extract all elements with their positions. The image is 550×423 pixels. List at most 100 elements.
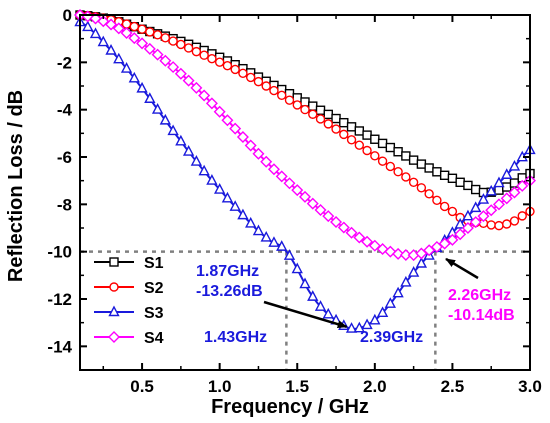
series-point	[463, 180, 473, 191]
y-tick-label: -14	[47, 337, 72, 356]
series-point	[300, 97, 310, 107]
legend-label: S3	[144, 305, 164, 322]
series-point	[393, 147, 403, 157]
series-point	[308, 109, 318, 119]
series-point	[501, 168, 513, 179]
series-point	[151, 103, 164, 114]
series-point	[213, 105, 226, 118]
series-point	[345, 322, 358, 333]
series-point	[245, 216, 257, 228]
series-point	[337, 221, 350, 234]
legend-swatch-marker	[108, 305, 120, 317]
series-point	[182, 74, 195, 87]
series-point	[362, 130, 372, 140]
series-point	[168, 36, 178, 46]
x-tick-label: 0.5	[130, 377, 154, 396]
series-point	[252, 224, 265, 236]
series-point	[300, 104, 310, 115]
legend-swatch-marker	[108, 331, 120, 343]
series-point	[377, 138, 388, 149]
series-point	[97, 15, 110, 28]
series-point	[353, 231, 366, 244]
series-point	[323, 119, 333, 129]
series-point	[346, 122, 357, 132]
series-point	[447, 206, 458, 217]
series-point	[308, 101, 318, 111]
series-point	[322, 210, 335, 223]
series-point	[314, 204, 327, 217]
series-point	[159, 54, 172, 67]
series-point	[339, 117, 349, 128]
series-point	[291, 262, 303, 274]
series-point	[237, 208, 249, 220]
series-point	[128, 71, 140, 83]
series-point	[415, 247, 428, 260]
series-point	[322, 307, 334, 319]
series-point	[238, 68, 248, 79]
series-point	[486, 220, 496, 230]
series-point	[509, 216, 520, 226]
series-point	[415, 257, 428, 268]
series-point	[199, 50, 209, 60]
y-tick-label: -8	[57, 195, 72, 214]
series-point	[174, 67, 187, 80]
series-point	[213, 183, 226, 194]
annotation-freq-1-43: 1.43GHz	[204, 329, 267, 346]
series-point	[120, 27, 133, 40]
series-point	[439, 201, 450, 212]
series-point	[175, 134, 187, 146]
series-point	[438, 237, 451, 250]
series-point	[136, 81, 148, 93]
series-point	[439, 170, 450, 181]
series-point	[292, 100, 302, 110]
series-point	[120, 62, 133, 73]
series-point	[408, 155, 419, 165]
legend-label: S1	[144, 255, 164, 272]
series-point	[424, 189, 434, 199]
legend-item-s2: S2	[94, 280, 164, 297]
series-point	[105, 18, 118, 31]
series-point	[159, 113, 172, 125]
series-point	[502, 219, 512, 229]
series-point	[129, 21, 140, 32]
series-point	[269, 85, 279, 96]
y-tick-label: -10	[47, 243, 72, 262]
x-axis-title: Frequency / GHz	[211, 396, 369, 418]
series-point	[252, 147, 265, 160]
series-point	[244, 139, 257, 152]
series-point	[315, 114, 326, 124]
annotation-arrow-s3	[263, 300, 348, 329]
series-point	[221, 191, 234, 203]
axes-layer: 0.5 1.0 1.5 2.0 2.5 3.0 0 -2 -4 -6 -8 -10 -12 -14	[47, 6, 541, 396]
series-point	[143, 42, 156, 55]
series-point	[430, 240, 443, 253]
series-point	[128, 32, 141, 45]
series-point	[508, 159, 521, 171]
series-point	[384, 297, 397, 308]
series-point	[144, 92, 156, 103]
series-point	[112, 22, 125, 35]
series-point	[121, 19, 132, 29]
series-point	[424, 163, 434, 173]
series-point	[283, 177, 296, 190]
series-point	[198, 164, 210, 176]
series-point	[191, 46, 202, 57]
y-axis-title: Reflection Loss / dB	[5, 90, 27, 282]
x-tick-label: 2.5	[441, 377, 465, 396]
y-tick-label: 0	[63, 6, 72, 25]
series-point	[205, 97, 218, 110]
series-point	[331, 124, 341, 134]
series-point	[500, 192, 513, 205]
series-point	[253, 76, 264, 87]
series-point	[306, 197, 319, 210]
series-point	[276, 240, 288, 251]
series-point	[145, 27, 155, 37]
x-tick-label: 1.0	[208, 377, 232, 396]
series-point	[323, 109, 333, 120]
series-point	[508, 186, 521, 199]
series-point	[160, 33, 171, 43]
series-point	[392, 286, 404, 298]
series-point	[361, 318, 373, 330]
y-tick-label: -6	[57, 148, 72, 167]
series-point	[400, 275, 412, 287]
